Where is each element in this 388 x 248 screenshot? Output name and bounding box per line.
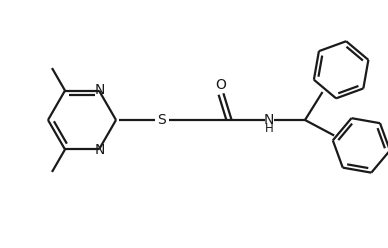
Text: N: N	[95, 143, 105, 157]
Text: N: N	[95, 83, 105, 96]
Text: H: H	[265, 123, 274, 135]
Text: N: N	[264, 113, 274, 127]
Text: S: S	[158, 113, 166, 127]
Text: O: O	[216, 78, 227, 92]
